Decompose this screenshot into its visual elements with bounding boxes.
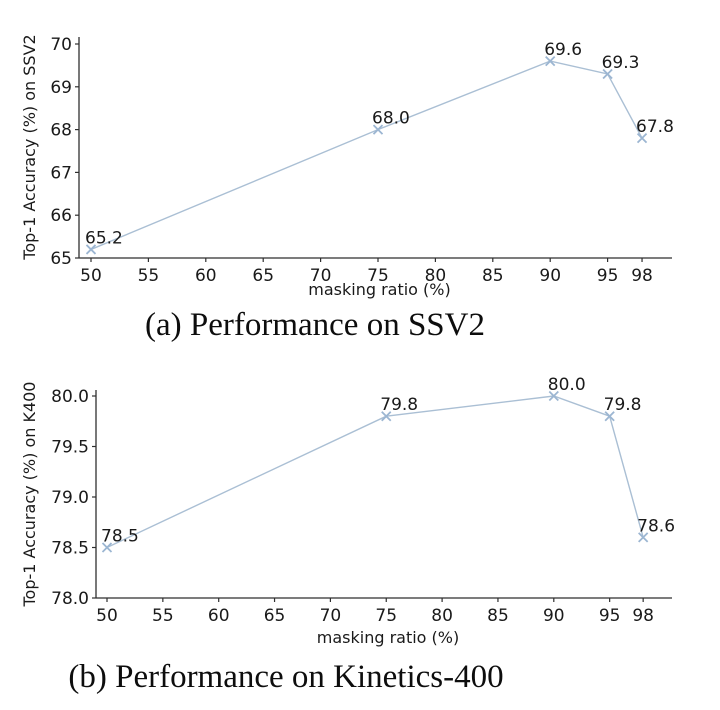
point-value-label: 67.8 xyxy=(636,117,674,137)
point-value-label: 68.0 xyxy=(372,109,410,129)
data-line xyxy=(106,395,644,549)
x-axis-label: masking ratio (%) xyxy=(308,280,450,299)
data-point-marker xyxy=(101,542,113,553)
x-tick-label: 60 xyxy=(195,266,217,286)
x-tick-label: 65 xyxy=(252,266,274,286)
data-line xyxy=(90,60,643,251)
x-tick-label: 90 xyxy=(543,606,565,626)
data-point-marker xyxy=(636,133,648,144)
x-tick-label: 70 xyxy=(320,606,342,626)
x-tick-label: 55 xyxy=(152,606,174,626)
x-tick-label: 75 xyxy=(367,266,389,286)
x-tick-label: 98 xyxy=(632,606,654,626)
x-tick-label: 80 xyxy=(425,266,447,286)
y-tick-label: 69 xyxy=(50,78,72,98)
data-point-marker xyxy=(372,124,384,135)
point-value-label: 69.6 xyxy=(544,40,582,60)
x-tick-label: 70 xyxy=(310,266,332,286)
data-point-marker xyxy=(638,532,649,543)
x-tick-label: 65 xyxy=(264,606,286,626)
x-tick-label: 50 xyxy=(96,606,118,626)
x-tick-label: 50 xyxy=(80,266,102,286)
y-tick-label: 66 xyxy=(50,206,72,226)
point-value-label: 65.2 xyxy=(85,228,123,248)
chart-a: 50 55 60 65 70 75 80 85 90 95 98656667686970maskin… xyxy=(20,34,674,299)
x-tick-label: 98 xyxy=(631,266,653,286)
data-point-marker xyxy=(545,55,556,67)
y-tick-label: 65 xyxy=(50,249,72,269)
x-tick-label: 55 xyxy=(138,266,160,286)
x-tick-label: 75 xyxy=(375,606,397,626)
caption-b: (b) Performance on Kinetics-400 xyxy=(68,659,504,695)
data-point-marker xyxy=(381,411,392,422)
y-tick-label: 70 xyxy=(50,35,72,55)
point-value-label: 78.6 xyxy=(637,516,675,536)
x-tick-label: 90 xyxy=(539,266,561,286)
caption-a: (a) Performance on SSV2 xyxy=(145,307,485,343)
point-value-label: 69.3 xyxy=(602,53,640,73)
point-value-label: 79.8 xyxy=(604,395,642,415)
point-value-label: 78.5 xyxy=(101,527,139,547)
y-tick-label: 78.0 xyxy=(51,589,89,609)
y-axis-label: Top-1 Accuracy (%) on K400 xyxy=(20,382,39,608)
x-tick-label: 80 xyxy=(431,606,453,626)
y-tick-label: 80.0 xyxy=(51,387,89,407)
data-point-marker xyxy=(602,68,613,80)
x-tick-label: 85 xyxy=(487,606,509,626)
x-tick-label: 60 xyxy=(208,606,230,626)
y-tick-label: 68 xyxy=(50,121,72,141)
data-point-marker xyxy=(85,244,97,255)
x-tick-label: 95 xyxy=(599,606,621,626)
y-axis-label: Top-1 Accuracy (%) on SSV2 xyxy=(20,34,39,260)
y-tick-label: 79.0 xyxy=(51,488,89,508)
y-tick-label: 67 xyxy=(50,163,72,183)
data-point-marker xyxy=(604,411,615,422)
chart-b: 50 55 60 65 70 75 80 85 90 95 98 78.0 78.5 79.0 79.5 80… xyxy=(20,375,675,647)
x-axis-label: masking ratio (%) xyxy=(317,628,459,647)
x-tick-label: 95 xyxy=(597,266,619,286)
point-value-label: 80.0 xyxy=(548,375,586,395)
y-tick-label: 79.5 xyxy=(51,438,89,458)
point-value-label: 79.8 xyxy=(380,395,418,415)
x-tick-label: 85 xyxy=(482,266,504,286)
data-point-marker xyxy=(548,390,559,402)
y-tick-label: 78.5 xyxy=(51,539,89,559)
